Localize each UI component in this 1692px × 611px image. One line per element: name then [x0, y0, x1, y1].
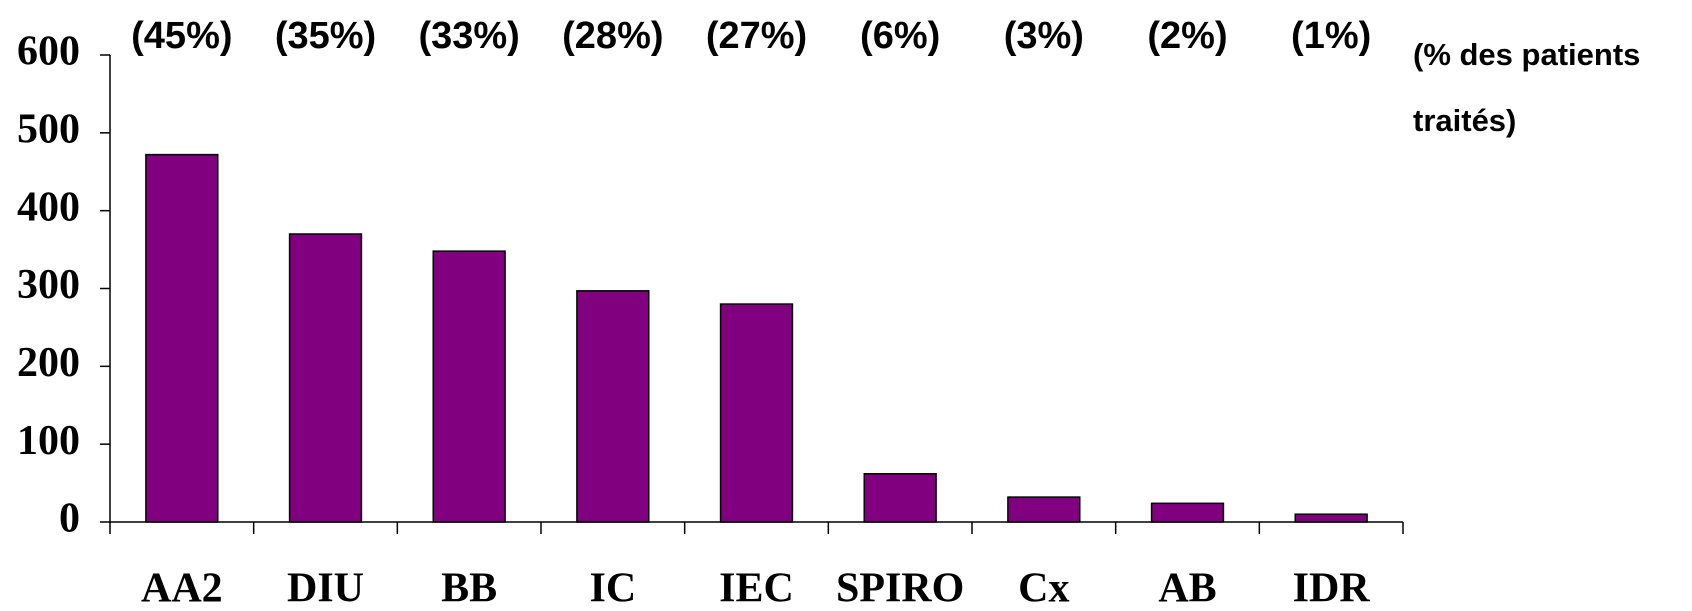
x-tick-label: IC: [589, 566, 636, 611]
bar: [1150, 502, 1225, 523]
note: (% des patients: [1413, 37, 1640, 72]
x-tick-label: AB: [1158, 566, 1216, 611]
note: traités): [1413, 103, 1516, 138]
bar: [1007, 496, 1081, 523]
y-tick-label: 600: [17, 29, 80, 75]
y-tick-label: 0: [59, 496, 80, 542]
percent-label: (1%): [1291, 15, 1371, 57]
x-tick-label: Cx: [1018, 566, 1069, 611]
bar: [1294, 513, 1368, 523]
percent-label: (2%): [1147, 15, 1227, 57]
y-tick-label: 100: [17, 418, 80, 464]
percent-label: (35%): [275, 15, 376, 57]
bar: [863, 472, 937, 523]
x-tick-label: IEC: [719, 566, 794, 611]
x-tick-label: BB: [441, 566, 497, 611]
percent-label: (27%): [706, 15, 807, 57]
bar: [145, 153, 219, 523]
percent-label: (6%): [860, 15, 940, 57]
x-tick-label: IDR: [1293, 566, 1371, 611]
y-tick-label: 300: [17, 262, 80, 308]
percent-label: (45%): [131, 15, 232, 57]
y-tick-label: 400: [17, 184, 80, 230]
bar: [432, 250, 506, 523]
bar: [719, 303, 794, 523]
y-tick-label: 500: [17, 106, 80, 152]
percent-label: (3%): [1004, 15, 1084, 57]
x-tick-label: SPIRO: [836, 566, 964, 611]
x-tick-label: DIU: [287, 566, 364, 611]
bar: [288, 233, 363, 523]
percent-label: (33%): [418, 15, 519, 57]
y-tick-label: 200: [17, 340, 80, 386]
bar: [576, 290, 650, 523]
percent-label: (28%): [562, 15, 663, 57]
x-tick-label: AA2: [141, 566, 223, 611]
